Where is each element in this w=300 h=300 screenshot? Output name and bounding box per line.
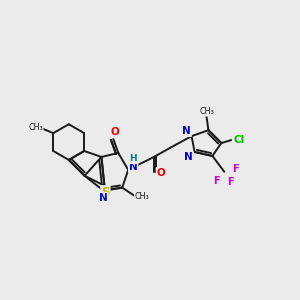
Text: CH₃: CH₃ — [199, 107, 214, 116]
Text: H: H — [129, 154, 137, 164]
Text: CH₃: CH₃ — [135, 192, 149, 201]
Text: F: F — [213, 176, 220, 186]
Text: F: F — [232, 164, 238, 174]
Text: Cl: Cl — [233, 135, 245, 145]
Text: N: N — [99, 193, 108, 202]
Text: O: O — [111, 127, 120, 137]
Text: S: S — [101, 186, 110, 199]
Text: CH₃: CH₃ — [28, 123, 43, 132]
Text: O: O — [157, 168, 165, 178]
Text: N: N — [129, 162, 137, 172]
Text: N: N — [182, 126, 191, 136]
Text: N: N — [184, 152, 193, 162]
Text: F: F — [227, 177, 234, 187]
